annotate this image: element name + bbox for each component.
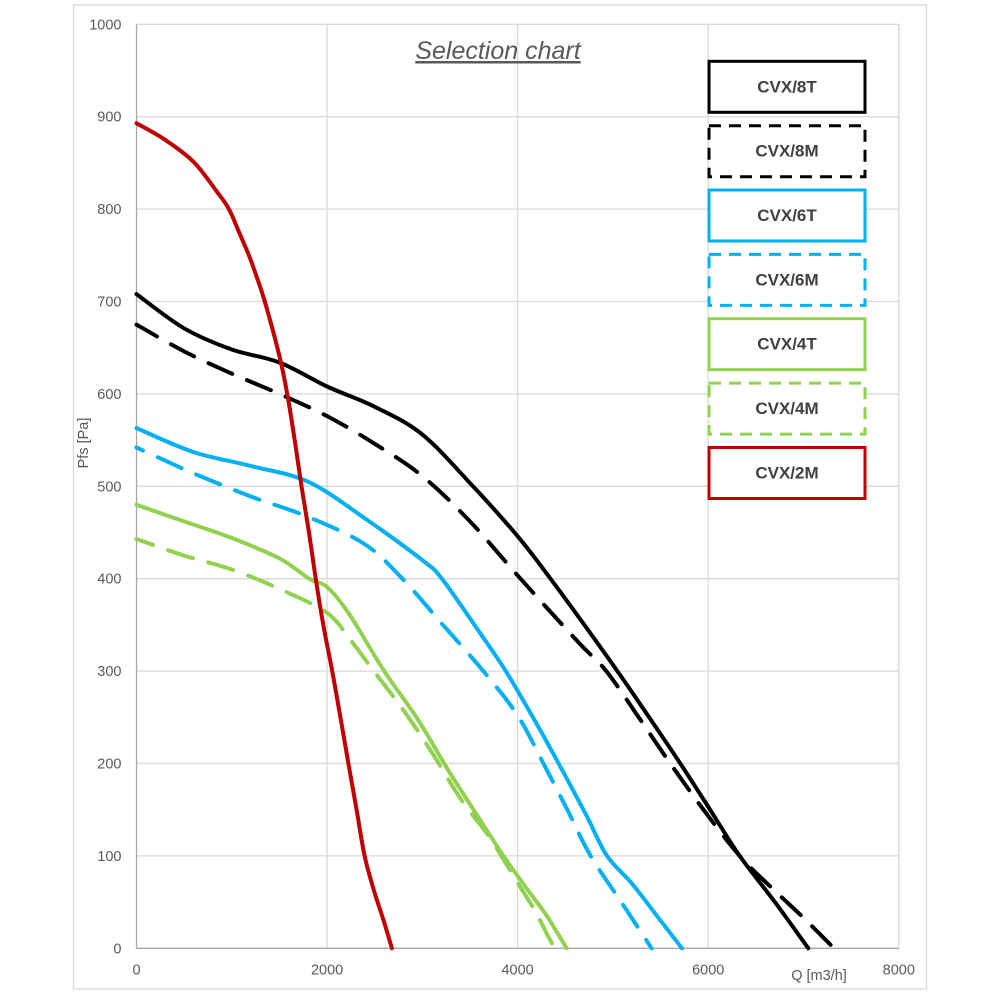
svg-text:200: 200: [97, 757, 121, 773]
svg-text:1000: 1000: [89, 17, 121, 33]
svg-text:600: 600: [97, 387, 121, 403]
svg-text:400: 400: [97, 572, 121, 588]
svg-text:500: 500: [97, 479, 121, 495]
svg-text:0: 0: [113, 941, 121, 957]
svg-text:700: 700: [97, 295, 121, 311]
svg-text:0: 0: [132, 963, 140, 979]
svg-text:CVX/8T: CVX/8T: [757, 77, 817, 96]
svg-text:4000: 4000: [501, 963, 533, 979]
svg-text:2000: 2000: [311, 963, 343, 979]
svg-text:300: 300: [97, 664, 121, 680]
svg-text:100: 100: [97, 849, 121, 865]
svg-text:Pfs [Pa]: Pfs [Pa]: [76, 418, 92, 469]
svg-text:CVX/2M: CVX/2M: [755, 464, 818, 483]
svg-text:CVX/6T: CVX/6T: [757, 206, 817, 225]
svg-text:8000: 8000: [883, 963, 915, 979]
svg-text:Selection chart: Selection chart: [415, 37, 581, 65]
svg-text:CVX/4T: CVX/4T: [757, 335, 817, 354]
svg-text:900: 900: [97, 110, 121, 126]
svg-text:CVX/8M: CVX/8M: [755, 142, 818, 161]
svg-text:CVX/6M: CVX/6M: [755, 270, 818, 289]
svg-text:Q [m3/h]: Q [m3/h]: [791, 968, 847, 984]
svg-text:CVX/4M: CVX/4M: [755, 399, 818, 418]
svg-text:800: 800: [97, 202, 121, 218]
svg-text:6000: 6000: [692, 963, 724, 979]
